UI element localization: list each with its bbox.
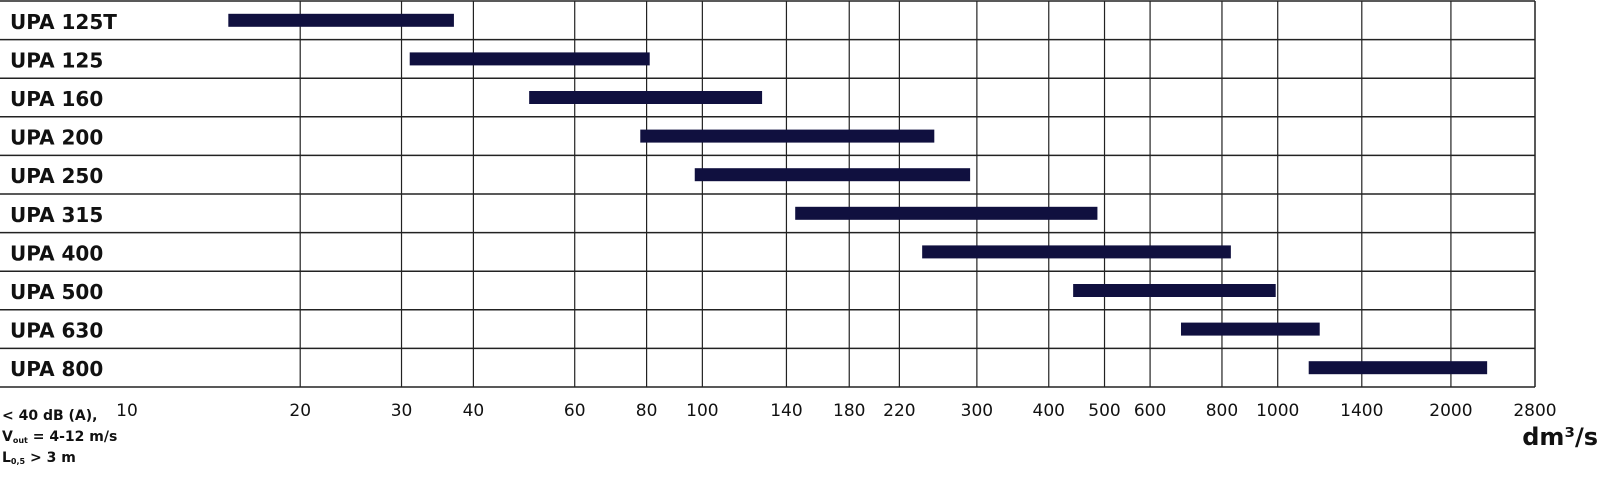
x-tick-label: 220 [883, 401, 915, 421]
row-label: UPA 315 [10, 203, 103, 227]
note-text: < 40 dB (A), [2, 408, 97, 424]
x-tick-label: 20 [289, 401, 311, 421]
row-label: UPA 125T [10, 10, 117, 34]
note-subscript: 0,5 [11, 457, 26, 466]
note-text: = 4-12 m/s [28, 429, 117, 445]
x-tick-label: 140 [770, 401, 802, 421]
x-tick-label: 1000 [1256, 401, 1299, 421]
row-label: UPA 800 [10, 357, 103, 381]
bar [409, 52, 650, 66]
row-label: UPA 125 [10, 48, 103, 72]
bar [1308, 361, 1488, 375]
bar [922, 245, 1231, 259]
bar [1180, 322, 1320, 336]
x-tick-label: 500 [1088, 401, 1120, 421]
note: L0,5 > 3 m [2, 450, 76, 466]
x-tick-label: 10 [116, 401, 138, 421]
bar [529, 91, 763, 104]
x-tick-label: 2000 [1429, 401, 1472, 421]
x-tick-label: 30 [391, 401, 413, 421]
row-label: UPA 630 [10, 319, 103, 343]
x-tick-label: 60 [564, 401, 586, 421]
row-label: UPA 400 [10, 241, 103, 265]
x-tick-label: 1400 [1340, 401, 1383, 421]
row-label: UPA 160 [10, 87, 103, 111]
note-text: V [2, 429, 13, 445]
bar [640, 129, 935, 143]
bar [228, 13, 454, 27]
row-label: UPA 500 [10, 280, 103, 304]
note: Vout = 4-12 m/s [2, 429, 117, 445]
bar [1073, 284, 1276, 297]
x-tick-label: 300 [961, 401, 993, 421]
x-tick-label: 80 [636, 401, 658, 421]
row-label: UPA 250 [10, 164, 103, 188]
x-tick-label: 2800 [1513, 401, 1556, 421]
bar [795, 206, 1098, 220]
note-text: L [2, 450, 11, 466]
note: < 40 dB (A), [2, 408, 97, 424]
x-tick-label: 40 [463, 401, 485, 421]
x-tick-label: 400 [1033, 401, 1065, 421]
x-tick-label: 800 [1206, 401, 1238, 421]
row-label: UPA 200 [10, 126, 103, 150]
x-tick-label: 180 [833, 401, 865, 421]
x-axis-label: dm³/s [1522, 423, 1598, 451]
x-tick-label: 100 [686, 401, 718, 421]
bar [694, 168, 971, 182]
note-text: > 3 m [25, 450, 76, 466]
x-tick-label: 600 [1134, 401, 1166, 421]
note-subscript: out [13, 436, 28, 445]
